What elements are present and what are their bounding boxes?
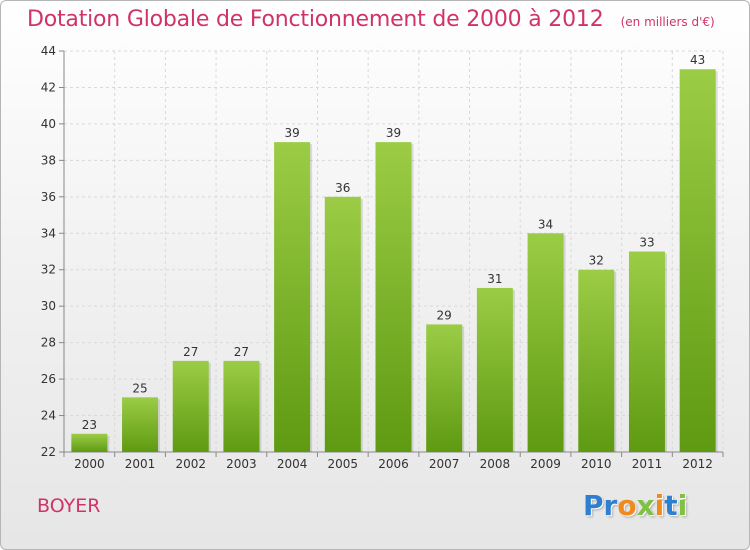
data-label: 39: [284, 126, 299, 140]
bar: [628, 251, 665, 452]
x-tick-label: 2006: [378, 457, 409, 471]
logo-letter: i: [677, 489, 688, 522]
x-tick-label: 2010: [581, 457, 612, 471]
bar: [172, 360, 209, 452]
data-label: 39: [386, 126, 401, 140]
x-tick-label: 2005: [328, 457, 359, 471]
data-label: 36: [335, 181, 350, 195]
data-label: 29: [437, 308, 452, 322]
y-tick-label: 28: [41, 336, 56, 350]
y-tick-label: 32: [41, 263, 56, 277]
chart-title: Dotation Globale de Fonctionnement de 20…: [27, 7, 604, 32]
x-tick-label: 2009: [530, 457, 561, 471]
data-label: 27: [183, 345, 198, 359]
x-tick-label: 2003: [226, 457, 257, 471]
logo-letter: i: [654, 489, 665, 522]
x-tick-label: 2002: [175, 457, 206, 471]
bar: [578, 269, 615, 452]
y-tick-label: 38: [41, 153, 56, 167]
bar: [71, 433, 108, 452]
x-tick-label: 2012: [682, 457, 713, 471]
y-tick-label: 42: [41, 80, 56, 94]
y-tick-label: 24: [41, 409, 56, 423]
x-tick-label: 2011: [632, 457, 663, 471]
x-tick-label: 2004: [277, 457, 308, 471]
y-tick-label: 22: [41, 445, 56, 459]
data-label: 31: [487, 272, 502, 286]
bar: [122, 397, 159, 452]
y-tick-label: 36: [41, 190, 56, 204]
bar: [223, 360, 260, 452]
bar: [527, 233, 564, 452]
logo-letter: r: [603, 489, 618, 522]
logo-letter: P: [583, 489, 604, 522]
logo-letter: o: [617, 489, 637, 522]
data-label: 27: [234, 345, 249, 359]
data-label: 23: [82, 418, 97, 432]
axes: 22 24 26 28 30 32 34 36 38 40 42 44: [41, 44, 724, 459]
x-tick-label: 2008: [480, 457, 511, 471]
x-tick-label: 2001: [125, 457, 156, 471]
x-tick-label: 2007: [429, 457, 460, 471]
data-label: 25: [132, 381, 147, 395]
logo-letter: t: [664, 489, 678, 522]
chart-subtitle: (en milliers d'€): [620, 15, 715, 29]
bar: [426, 324, 463, 452]
commune-name: BOYER: [37, 495, 101, 517]
y-tick-label: 26: [41, 372, 56, 386]
proxiti-logo: Proxiti: [583, 489, 687, 522]
y-tick-label: 40: [41, 117, 56, 131]
bar: [375, 142, 412, 453]
data-label: 33: [639, 236, 654, 250]
data-label: 34: [538, 217, 553, 231]
title-row: Dotation Globale de Fonctionnement de 20…: [27, 7, 715, 32]
bars: [71, 69, 718, 453]
logo-letter: x: [636, 489, 655, 522]
bar: [476, 287, 513, 452]
data-label: 32: [589, 254, 604, 268]
data-label: 43: [690, 53, 705, 67]
labels: 23 2000 25 2001 27 2002 27 2003 39 2004 36 2005 39 20…: [74, 53, 713, 471]
y-tick-label: 44: [41, 44, 56, 58]
x-tick-label: 2000: [74, 457, 105, 471]
bar: [274, 142, 311, 453]
y-tick-label: 30: [41, 299, 56, 313]
bar: [324, 196, 361, 452]
y-tick-label: 34: [41, 226, 56, 240]
bar: [679, 69, 716, 453]
